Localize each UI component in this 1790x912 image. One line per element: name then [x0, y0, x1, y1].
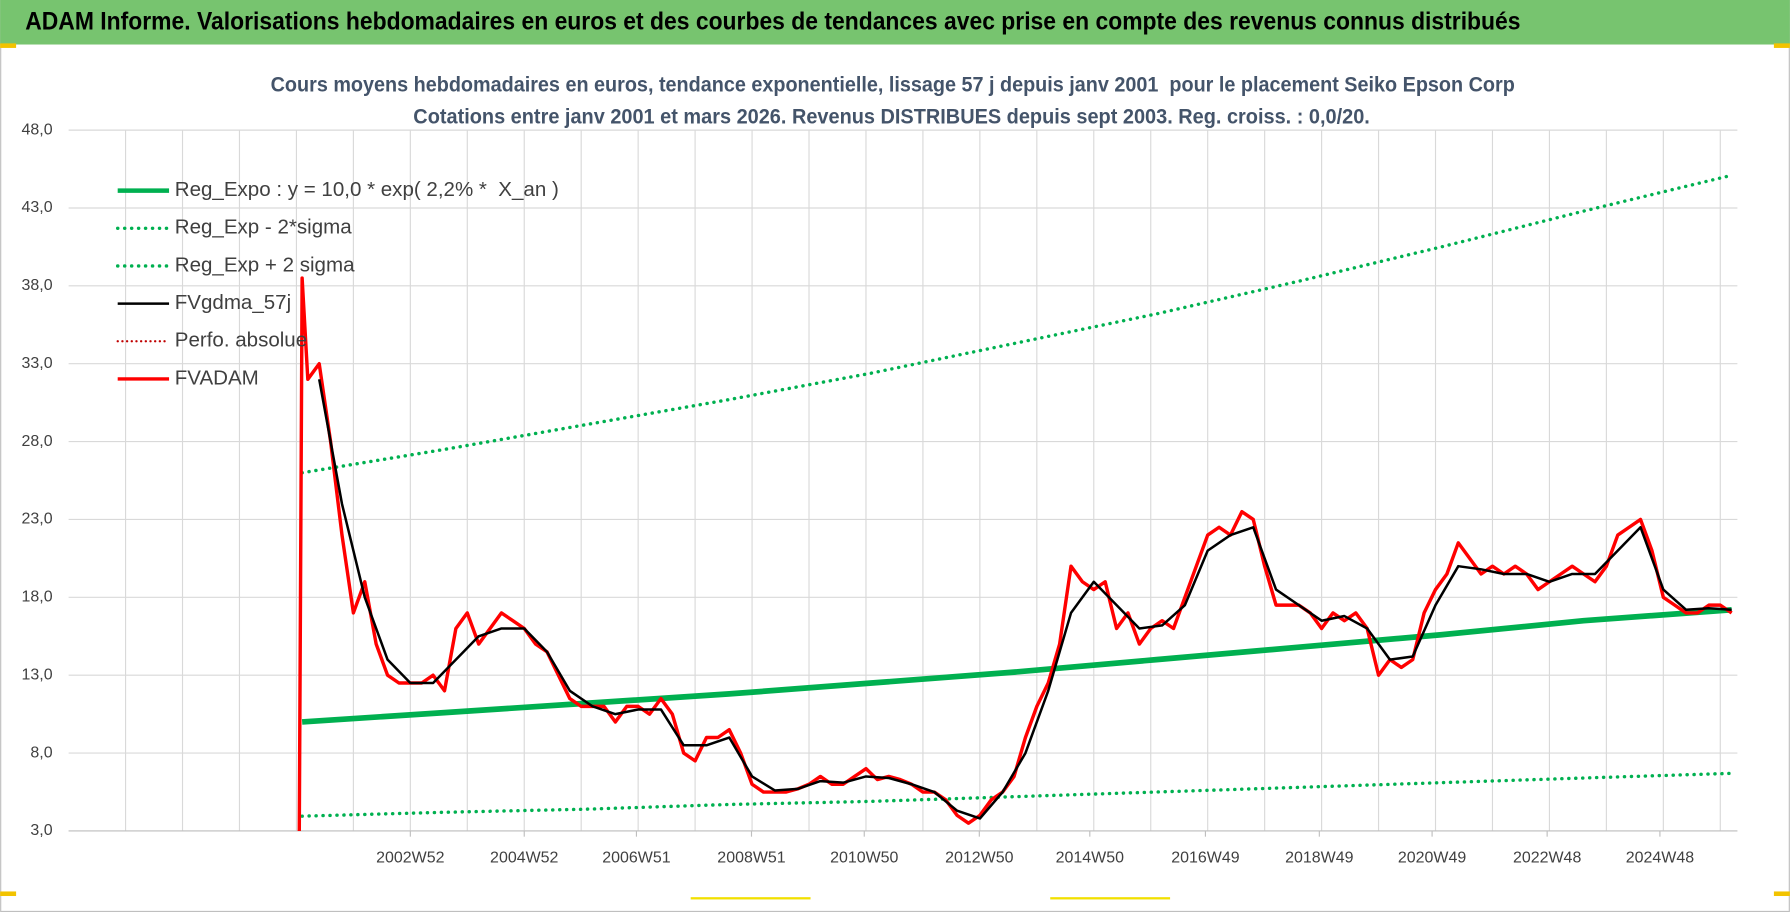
x-tick-label: 2014W50 [1056, 850, 1124, 867]
y-tick-label: 33,0 [22, 355, 53, 372]
x-tick-label: 2008W51 [717, 850, 785, 867]
series-line [301, 606, 1732, 725]
decor-line [690, 897, 811, 900]
legend: Reg_Expo : y = 10,0 * exp( 2,2% * X_an )… [115, 178, 559, 389]
corner-mark [1773, 891, 1790, 897]
legend-label: FVgdma_57j [175, 291, 291, 314]
y-tick-label: 28,0 [22, 433, 53, 450]
y-tick-label: 43,0 [22, 199, 53, 216]
x-tick-label: 2022W48 [1513, 850, 1581, 867]
legend-label: Reg_Expo : y = 10,0 * exp( 2,2% * X_an ) [175, 178, 559, 201]
series-line [300, 771, 1734, 818]
legend-label: Reg_Exp - 2*sigma [175, 216, 352, 239]
decor-line [1050, 897, 1171, 900]
y-tick-label: 38,0 [22, 277, 53, 294]
x-tick-label: 2012W50 [945, 850, 1013, 867]
x-tick-label: 2006W51 [602, 850, 670, 867]
header-band [0, 0, 1790, 45]
header-title: ADAM Informe. Valorisations hebdomadaire… [25, 7, 1520, 35]
x-tick-label: 2016W49 [1171, 850, 1239, 867]
corner-mark [0, 43, 17, 48]
x-tick-label: 2010W50 [830, 850, 898, 867]
y-tick-label: 23,0 [22, 511, 53, 528]
corner-mark [1773, 43, 1790, 48]
legend-label: Reg_Exp + 2 sigma [175, 253, 355, 276]
y-tick-label: 8,0 [30, 744, 52, 761]
legend-label: FVADAM [175, 366, 259, 389]
series-line [300, 173, 1734, 475]
x-tick-label: 2002W52 [376, 850, 444, 867]
y-tick-label: 18,0 [22, 589, 53, 606]
x-tick-label: 2024W48 [1626, 850, 1694, 867]
plot-area [297, 173, 1734, 831]
corner-mark [0, 891, 17, 897]
legend-label: Perfo. absolue [175, 329, 307, 352]
y-tick-label: 13,0 [22, 666, 53, 683]
series-line [317, 379, 1732, 820]
x-tick-label: 2020W49 [1398, 850, 1466, 867]
x-tick-label: 2018W49 [1285, 850, 1353, 867]
chart-subtitle: Cotations entre janv 2001 et mars 2026. … [413, 103, 1370, 128]
x-tick-label: 2004W52 [490, 850, 558, 867]
y-tick-label: 3,0 [30, 822, 52, 839]
y-tick-label: 48,0 [22, 121, 53, 138]
chart-title: Cours moyens hebdomadaires en euros, ten… [271, 71, 1515, 96]
